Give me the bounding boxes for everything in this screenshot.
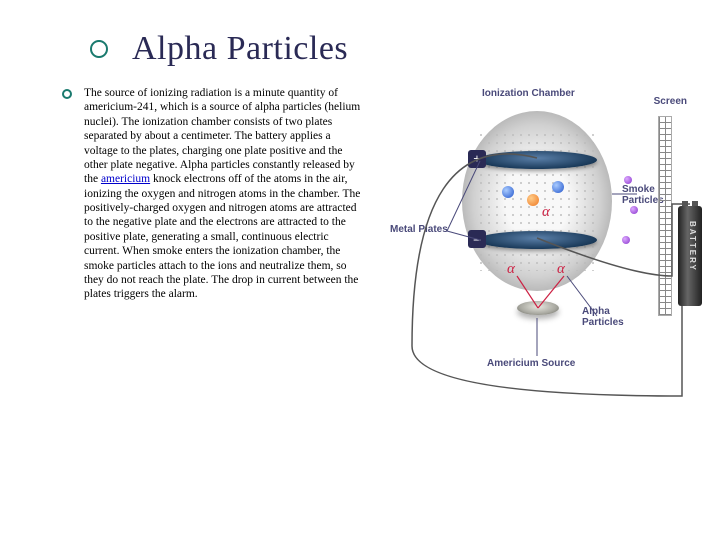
screen-mesh	[658, 116, 672, 316]
ion-orange-icon	[527, 194, 539, 206]
smoke-particle-icon	[624, 176, 632, 184]
americium-source-icon	[517, 301, 559, 315]
label-americium-source: Americium Source	[487, 358, 575, 369]
content-area: The source of ionizing radiation is a mi…	[50, 86, 670, 426]
alpha-symbol-icon: α	[557, 261, 565, 278]
ionization-chamber-diagram: Ionization Chamber Screen Metal Plates S…	[372, 76, 702, 416]
alpha-symbol-icon: α	[542, 204, 550, 221]
negative-plate	[477, 231, 597, 249]
title-row: Alpha Particles	[90, 30, 670, 68]
text-column: The source of ionizing radiation is a mi…	[62, 86, 362, 426]
positive-plate	[477, 151, 597, 169]
americium-link[interactable]: americium	[101, 173, 150, 185]
smoke-particle-icon	[622, 236, 630, 244]
label-alpha-particles: Alpha Particles	[582, 306, 624, 328]
body-bullet-icon	[62, 89, 72, 99]
slide: Alpha Particles The source of ionizing r…	[0, 0, 720, 540]
body-paragraph: The source of ionizing radiation is a mi…	[84, 86, 362, 302]
label-battery: BATTERY	[688, 221, 697, 272]
alpha-symbol-icon: α	[507, 261, 515, 278]
diagram-column: Ionization Chamber Screen Metal Plates S…	[382, 86, 670, 426]
label-metal-plates: Metal Plates	[390, 224, 448, 235]
ion-blue-icon	[502, 186, 514, 198]
slide-title: Alpha Particles	[132, 30, 348, 68]
label-screen: Screen	[654, 96, 687, 107]
smoke-particle-icon	[630, 206, 638, 214]
title-bullet-icon	[90, 40, 108, 58]
minus-icon: –	[468, 230, 486, 248]
ion-blue-icon	[552, 181, 564, 193]
plus-icon: +	[468, 150, 486, 168]
label-ionization-chamber: Ionization Chamber	[482, 88, 575, 99]
